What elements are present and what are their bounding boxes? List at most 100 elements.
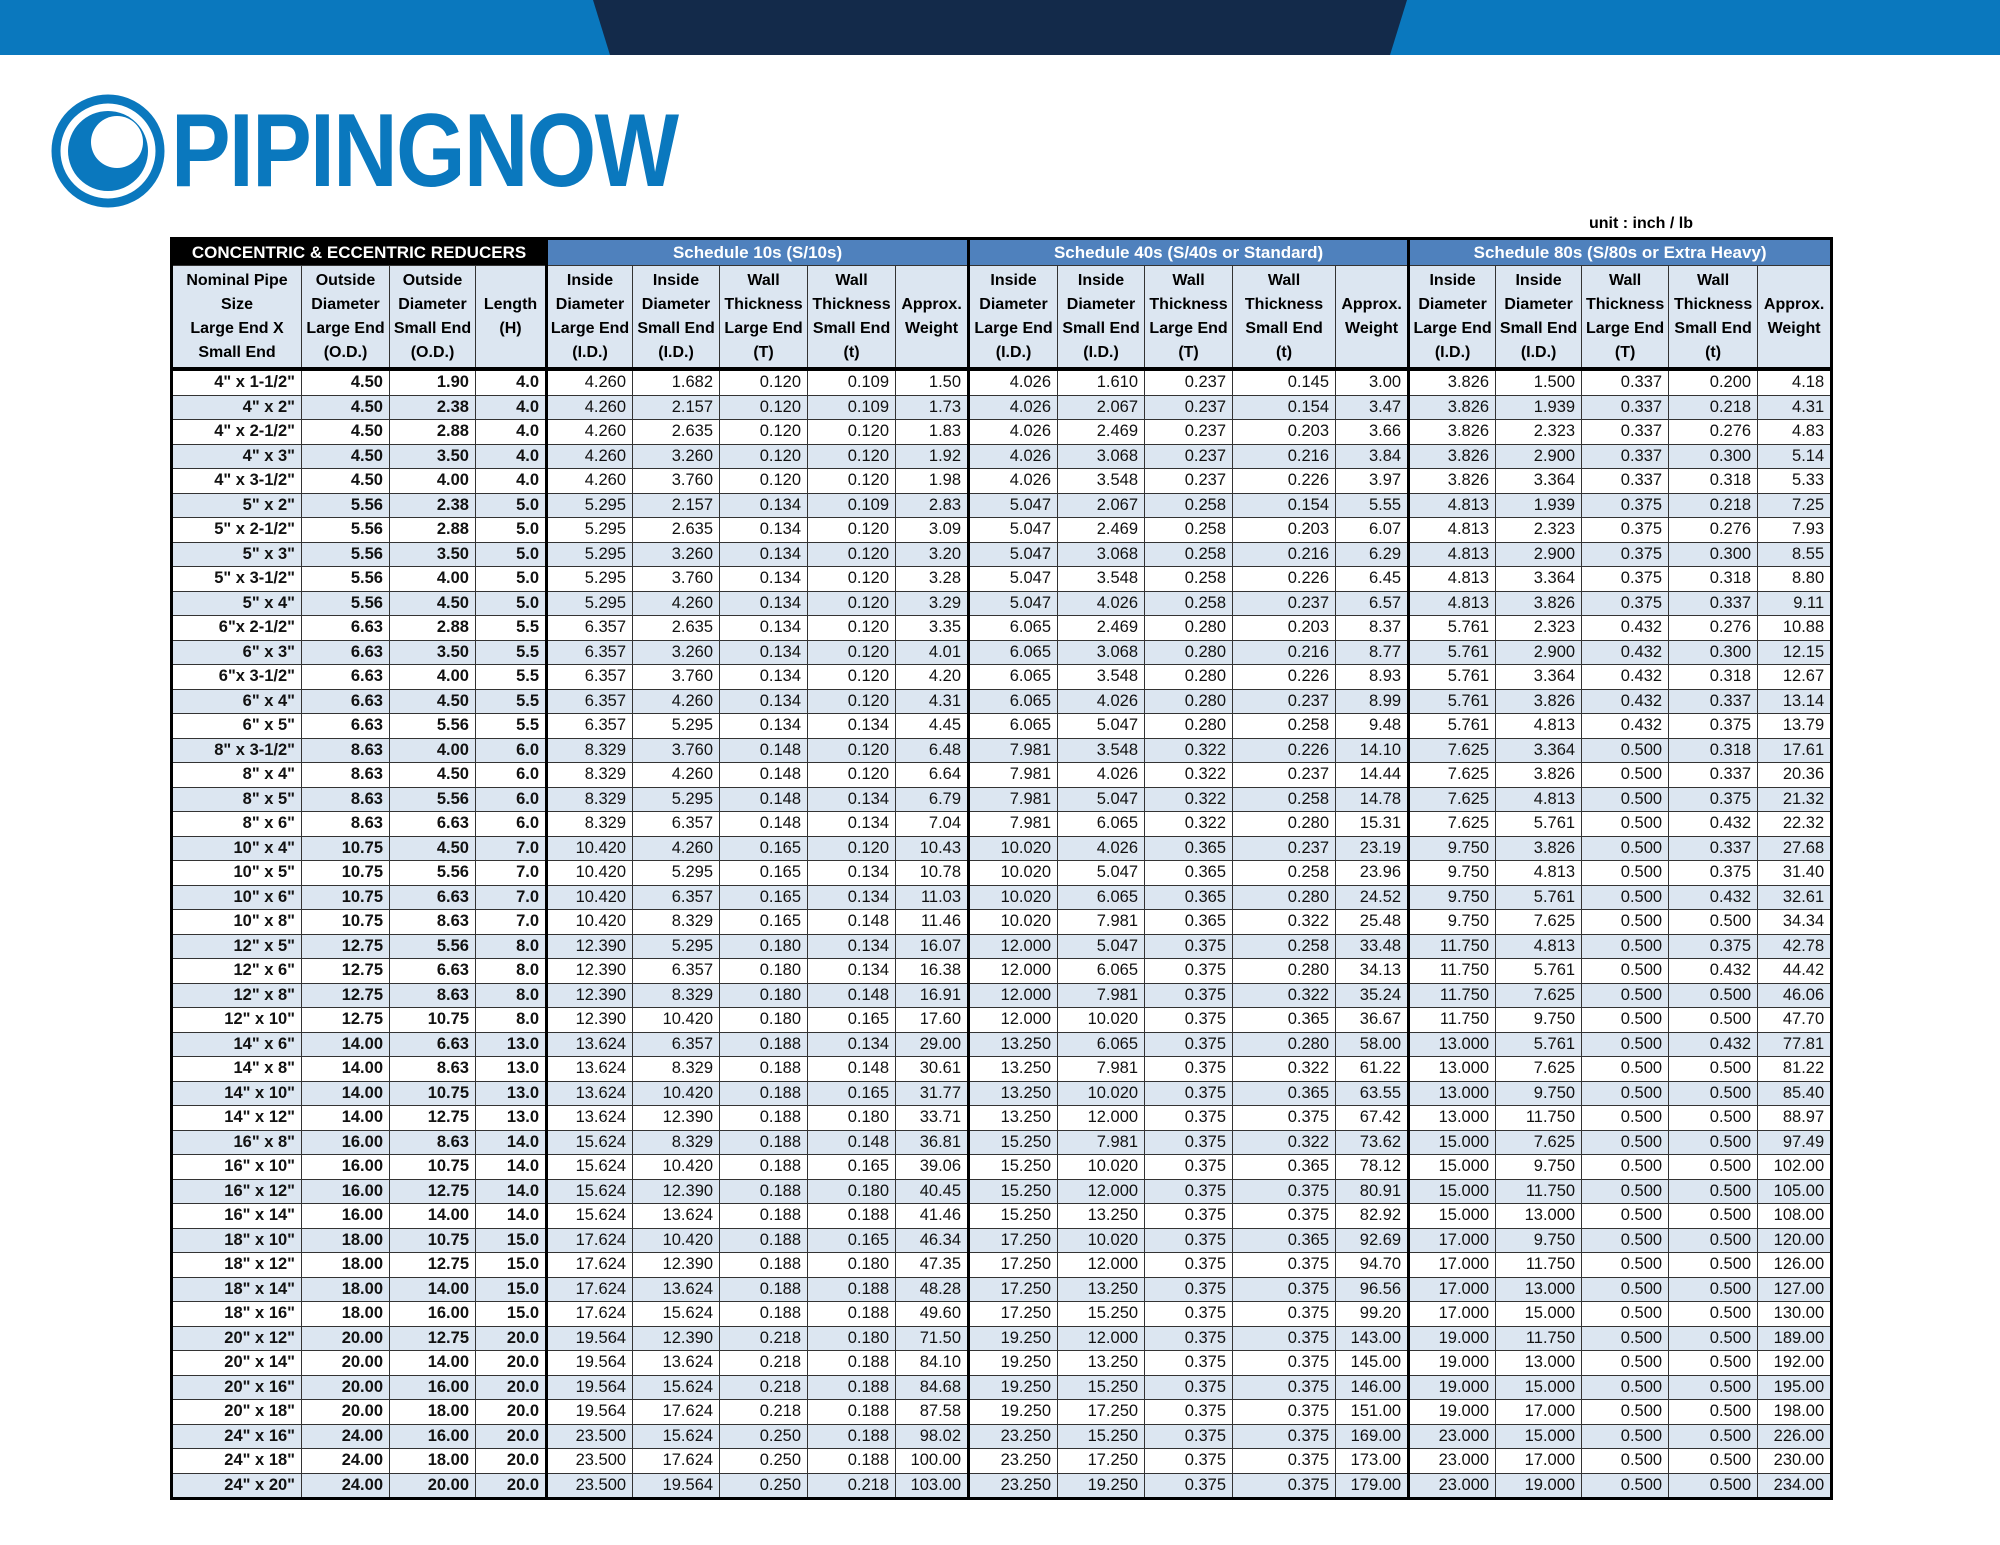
table-cell: 18.00 <box>389 1448 476 1474</box>
table-cell: 3.548 <box>1057 664 1146 690</box>
table-cell: 13.250 <box>1057 1203 1146 1229</box>
table-cell: 8.0 <box>474 958 548 984</box>
table-cell: 0.120 <box>807 688 897 714</box>
table-cell: 8.80 <box>1757 566 1833 592</box>
table-cell: 71.50 <box>895 1325 970 1351</box>
table-cell: 0.250 <box>719 1423 809 1449</box>
table-cell: 0.203 <box>1232 419 1337 445</box>
table-cell: 1.939 <box>1495 394 1583 420</box>
table-cell: 0.120 <box>807 468 897 494</box>
table-cell: 0.375 <box>1144 1056 1234 1082</box>
table-cell: 8.63 <box>389 1056 476 1082</box>
table-cell: 7.625 <box>1495 1056 1583 1082</box>
table-cell: 5.56 <box>301 517 390 543</box>
table-cell: 143.00 <box>1335 1325 1410 1351</box>
column-header-line: (T) <box>1614 343 1636 361</box>
table-cell: 120.00 <box>1757 1227 1833 1253</box>
table-cell: 7.625 <box>1407 762 1497 788</box>
table-cell: 0.432 <box>1581 615 1670 641</box>
table-cell: 6.065 <box>967 713 1059 739</box>
table-cell: 179.00 <box>1335 1472 1410 1499</box>
group-header-row: CONCENTRIC & ECCENTRIC REDUCERS Schedule… <box>170 238 1833 266</box>
table-cell: 0.120 <box>807 517 897 543</box>
table-cell: 13.250 <box>1057 1350 1146 1376</box>
table-cell: 4.813 <box>1407 517 1497 543</box>
table-cell: 0.365 <box>1232 1080 1337 1106</box>
table-cell: 5.047 <box>967 566 1059 592</box>
table-cell: 1.90 <box>389 368 476 396</box>
table-cell: 5.295 <box>632 860 721 886</box>
table-cell: 6.357 <box>545 688 634 714</box>
table-cell: 15.000 <box>1407 1129 1497 1155</box>
table-cell: 12.390 <box>545 958 634 984</box>
table-cell: 0.337 <box>1668 762 1759 788</box>
table-cell: 16.38 <box>895 958 970 984</box>
table-cell: 0.165 <box>719 860 809 886</box>
table-cell: 80.91 <box>1335 1178 1410 1204</box>
table-cell: 29.00 <box>895 1031 970 1057</box>
column-header: Wall Thickness Large End (T) <box>719 265 809 371</box>
table-cell: 3.826 <box>1407 419 1497 445</box>
table-cell: 6.065 <box>967 615 1059 641</box>
table-cell: 2.88 <box>389 517 476 543</box>
table-cell: 10.420 <box>632 1154 721 1180</box>
table-cell: 1.939 <box>1495 492 1583 518</box>
table-cell: 3.364 <box>1495 468 1583 494</box>
table-cell: 23.000 <box>1407 1472 1497 1499</box>
table-cell: 10.020 <box>967 884 1059 910</box>
table-cell: 14.0 <box>474 1203 548 1229</box>
table-cell: 0.134 <box>719 590 809 616</box>
table-cell: 0.500 <box>1581 1448 1670 1474</box>
table-cell: 0.375 <box>1232 1325 1337 1351</box>
table-cell: 0.375 <box>1668 713 1759 739</box>
table-cell: 6.357 <box>632 1031 721 1057</box>
table-cell: 0.180 <box>807 1325 897 1351</box>
nominal-size-cell: 18" x 12" <box>171 1252 302 1278</box>
column-header-line: (I.D.) <box>995 343 1032 361</box>
table-cell: 0.165 <box>719 884 809 910</box>
table-cell: 0.120 <box>807 664 897 690</box>
table-cell: 14.44 <box>1335 762 1410 788</box>
table-cell: 0.218 <box>1668 394 1759 420</box>
table-row: 4" x 3" 4.50 3.50 4.0 4.260 3.260 0.120 0.120 1.… <box>171 443 1833 469</box>
table-cell: 12.390 <box>632 1105 721 1131</box>
table-cell: 4.260 <box>632 762 721 788</box>
table-cell: 84.10 <box>895 1350 970 1376</box>
table-cell: 16.00 <box>389 1374 476 1400</box>
table-cell: 13.624 <box>632 1350 721 1376</box>
table-row: 6" x 3" 6.63 3.50 5.5 6.357 3.260 0.134 0.120 4.… <box>171 639 1833 665</box>
table-cell: 3.364 <box>1495 737 1583 763</box>
table-cell: 11.46 <box>895 909 970 935</box>
table-cell: 4.50 <box>301 394 390 420</box>
table-cell: 6.57 <box>1335 590 1410 616</box>
table-cell: 12.390 <box>632 1252 721 1278</box>
table-cell: 13.624 <box>632 1276 721 1302</box>
table-cell: 4.813 <box>1407 492 1497 518</box>
table-row: 24" x 16" 24.00 16.00 20.0 23.500 15.624 0.250… <box>171 1423 1833 1449</box>
table-cell: 0.188 <box>719 1227 809 1253</box>
table-cell: 0.500 <box>1668 1423 1759 1449</box>
nominal-size-cell: 5" x 4" <box>171 590 302 616</box>
table-cell: 10.75 <box>389 1227 476 1253</box>
table-cell: 105.00 <box>1757 1178 1833 1204</box>
column-header-line: Small End <box>1674 319 1752 337</box>
table-cell: 2.635 <box>632 517 721 543</box>
table-cell: 0.203 <box>1232 615 1337 641</box>
table-cell: 6.065 <box>967 664 1059 690</box>
column-header-line: Thickness <box>1149 295 1228 313</box>
table-cell: 4.813 <box>1495 786 1583 812</box>
column-header-line: Inside <box>566 271 614 289</box>
table-cell: 3.66 <box>1335 419 1410 445</box>
table-cell: 3.364 <box>1495 566 1583 592</box>
column-header: Inside Diameter Large End (I.D.) <box>545 265 634 371</box>
table-cell: 20.00 <box>389 1472 476 1499</box>
table-cell: 82.92 <box>1335 1203 1410 1229</box>
table-cell: 16.07 <box>895 933 970 959</box>
table-cell: 15.0 <box>474 1276 548 1302</box>
table-cell: 6.065 <box>967 688 1059 714</box>
nominal-size-cell: 5" x 2" <box>171 492 302 518</box>
table-cell: 0.120 <box>719 368 809 396</box>
table-cell: 0.165 <box>719 835 809 861</box>
table-cell: 0.500 <box>1581 786 1670 812</box>
column-header-line: Small End <box>637 319 715 337</box>
